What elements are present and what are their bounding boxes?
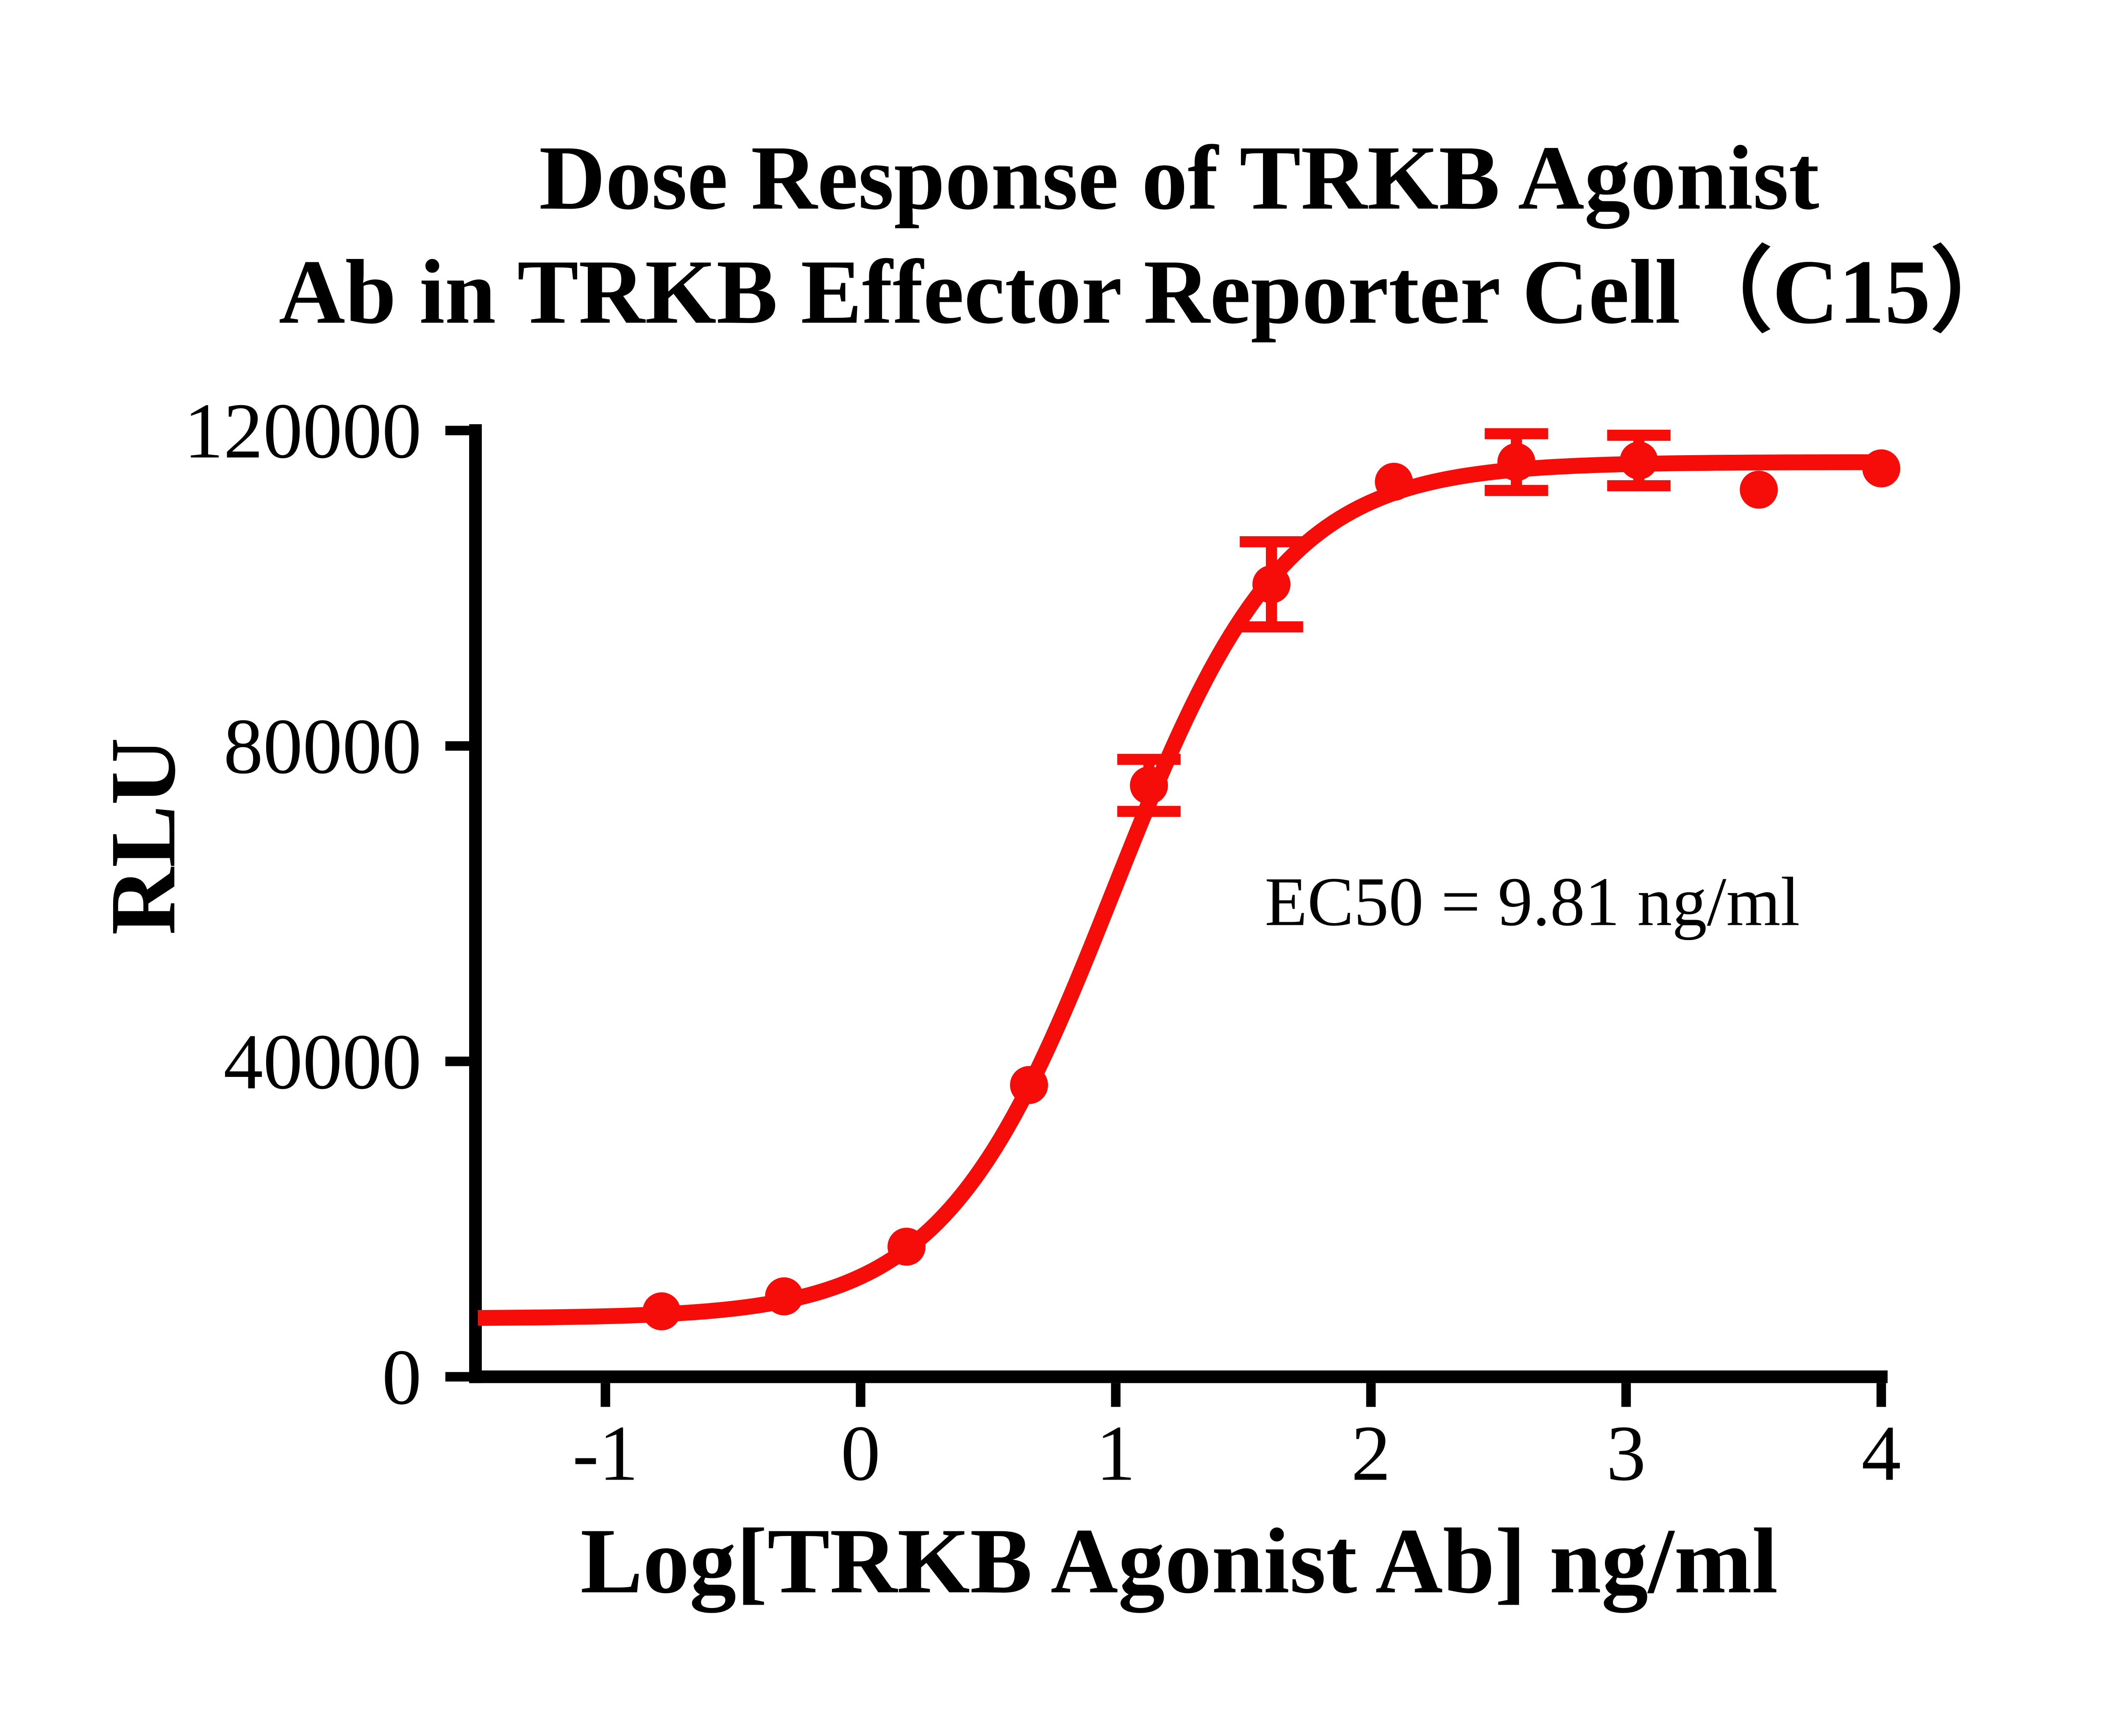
data-point-marker — [1740, 470, 1778, 509]
data-point-marker — [887, 1227, 926, 1266]
x-axis-label: Log[TRKB Agonist Ab] ng/ml — [580, 1509, 1778, 1613]
data-point-marker — [1130, 766, 1168, 804]
axes: -1 0 1 2 3 4 0 40000 80000 120000 — [184, 387, 1901, 1497]
y-axis-label: RLU — [91, 737, 195, 935]
chart-title-line1: Dose Response of TRKB Agonist — [539, 127, 1819, 229]
data-point-marker — [1497, 443, 1535, 481]
data-point-marker — [1010, 1066, 1048, 1104]
data-point-marker — [1375, 462, 1413, 501]
y-tick-label: 40000 — [223, 1018, 421, 1106]
data-point-marker — [642, 1292, 681, 1330]
data-point-marker — [1862, 449, 1900, 488]
data-points — [642, 441, 1900, 1330]
y-tick-label: 0 — [382, 1333, 421, 1421]
x-tick-label: 4 — [1861, 1410, 1901, 1497]
data-point-marker — [765, 1277, 803, 1316]
chart-title-line2: Ab in TRKB Effector Reporter Cell（C15） — [279, 241, 2022, 343]
x-tick-label: 3 — [1606, 1410, 1646, 1497]
ec50-annotation: EC50 = 9.81 ng/ml — [1265, 863, 1800, 940]
x-tick-label: 2 — [1351, 1410, 1390, 1497]
x-tick-label: 0 — [841, 1410, 880, 1497]
y-tick-label: 120000 — [184, 387, 422, 475]
y-tick-label: 80000 — [223, 703, 421, 790]
data-point-marker — [1252, 565, 1290, 604]
x-tick-label: 1 — [1096, 1410, 1135, 1497]
data-point-marker — [1620, 441, 1658, 480]
x-tick-label: -1 — [573, 1410, 639, 1497]
